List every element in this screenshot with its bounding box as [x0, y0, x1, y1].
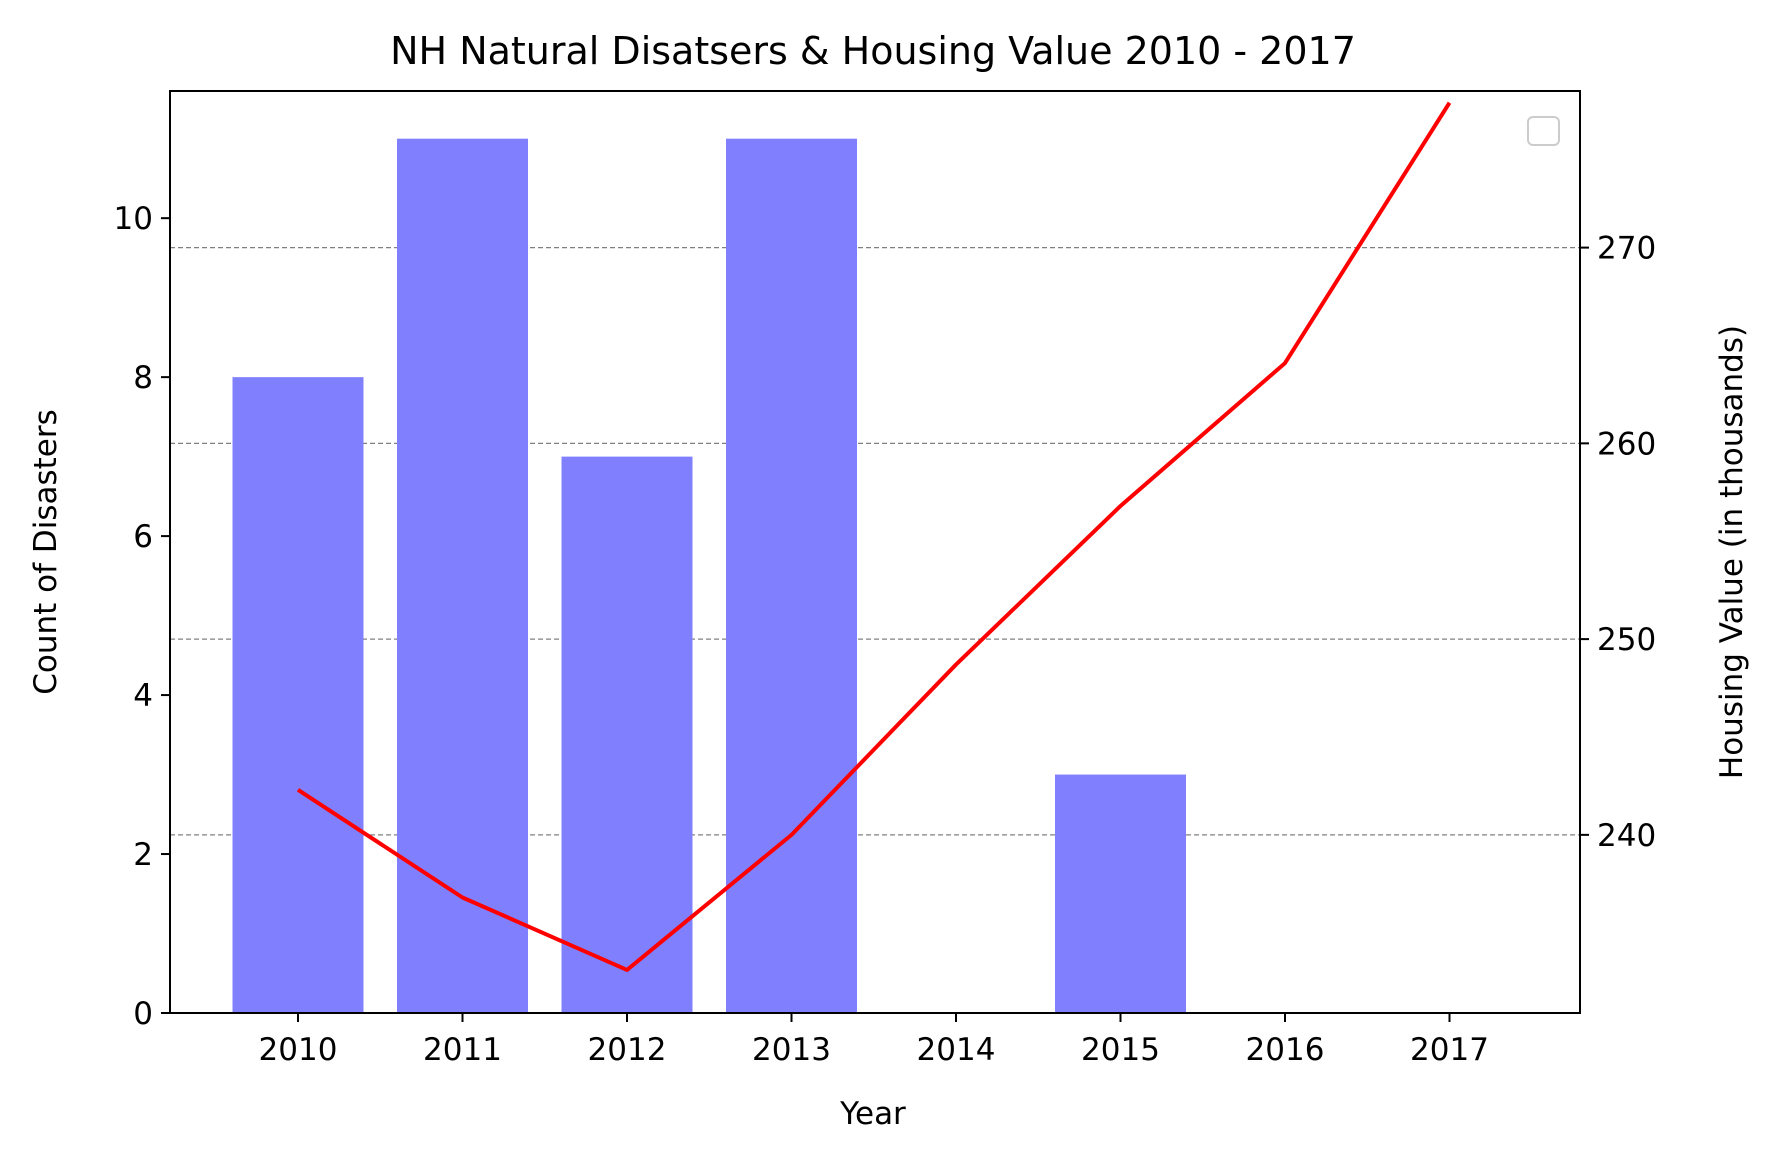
x-tick-label: 2013	[752, 1032, 831, 1068]
bar-2010	[232, 377, 364, 1013]
x-tick-label: 2010	[259, 1032, 338, 1068]
x-axis-label: Year	[839, 1096, 906, 1132]
x-tick-label: 2015	[1081, 1032, 1160, 1068]
bar-2012	[561, 456, 693, 1013]
chart-title: NH Natural Disatsers & Housing Value 201…	[390, 29, 1356, 73]
x-tick-label: 2016	[1246, 1032, 1325, 1068]
legend-box	[1527, 116, 1560, 146]
y-axis-label-right: Housing Value (in thousands)	[1714, 325, 1750, 779]
axes-frame	[169, 90, 1581, 1014]
bar-2015	[1055, 774, 1186, 1013]
y-tick-label-right: 270	[1597, 231, 1656, 267]
y-tick-label-left: 8	[133, 360, 153, 396]
y-tick-label-left: 4	[133, 678, 153, 714]
bar-2013	[726, 138, 857, 1014]
y-tick-label-left: 2	[133, 837, 153, 873]
y-tick-label-right: 240	[1597, 818, 1656, 854]
housing-value-line	[296, 101, 1452, 972]
bar-2011	[397, 138, 528, 1014]
y-tick-label-right: 260	[1597, 426, 1656, 462]
y-tick-label-right: 250	[1597, 622, 1656, 658]
x-tick-label: 2017	[1410, 1032, 1489, 1068]
y-axis-label-left: Count of Disasters	[28, 409, 64, 695]
y-tick-label-left: 6	[133, 519, 153, 555]
x-tick-label: 2012	[588, 1032, 667, 1068]
plot-area: 2010 2011 2012 2013 2014 2015 2016 2017 0 2 4 6 8 10 2…	[114, 90, 1656, 1068]
y-tick-label-left: 0	[133, 996, 153, 1032]
y-tick-label-left: 10	[114, 201, 153, 237]
x-tick-label: 2014	[917, 1032, 996, 1068]
x-tick-label: 2011	[423, 1032, 502, 1068]
